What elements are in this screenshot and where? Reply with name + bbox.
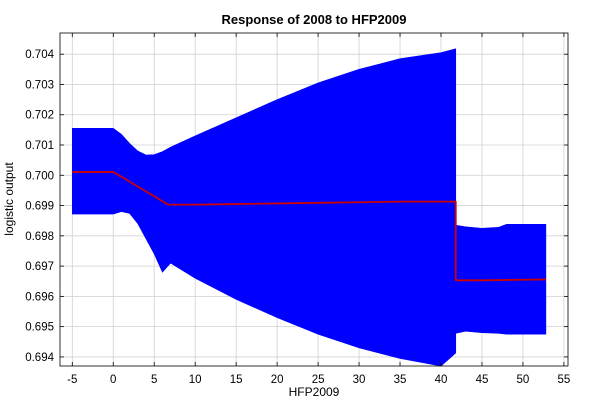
x-tick-label: 15: [230, 374, 243, 386]
x-tick-label: 30: [353, 374, 366, 386]
y-tick-label: 0.700: [25, 170, 54, 182]
x-tick-label: 20: [271, 374, 284, 386]
y-tick-label: 0.704: [25, 49, 54, 61]
x-tick-label: 40: [435, 374, 448, 386]
y-tick-label: 0.698: [25, 231, 54, 243]
response-line: [72, 171, 546, 282]
x-tick-label: 55: [558, 374, 571, 386]
y-tick-label: 0.701: [25, 140, 54, 152]
y-tick-label: 0.697: [25, 261, 54, 273]
plot-data: [71, 48, 547, 367]
y-tick-label: 0.703: [25, 79, 54, 91]
y-tick-label: 0.702: [25, 110, 54, 122]
confidence-band: [71, 48, 547, 367]
y-tick-label: 0.695: [25, 322, 54, 334]
ticks: -5 0 5 10 15 20 25 30 35 40 45 50 55 0.694 0.695 0.696 0…: [25, 33, 570, 386]
y-tick-label: 0.694: [25, 352, 54, 364]
y-tick-label: 0.699: [25, 201, 54, 213]
x-tick-label: 35: [394, 374, 407, 386]
x-tick-label: 25: [312, 374, 325, 386]
x-tick-label: 5: [151, 374, 157, 386]
x-tick-label: 50: [517, 374, 530, 386]
x-axis-label: HFP2009: [289, 385, 340, 399]
y-tick-label: 0.696: [25, 291, 54, 303]
x-tick-label: 0: [110, 374, 116, 386]
x-tick-label: -5: [67, 374, 77, 386]
chart-title: Response of 2008 to HFP2009: [222, 12, 407, 27]
x-tick-label: 10: [189, 374, 202, 386]
x-tick-label: 45: [476, 374, 489, 386]
plot-frame: [59, 32, 569, 367]
y-axis-label: logistic output: [2, 162, 16, 236]
